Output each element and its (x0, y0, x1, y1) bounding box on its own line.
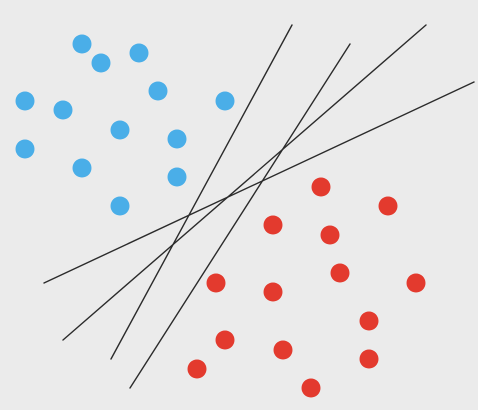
red-point-4 (320, 225, 340, 245)
blue-point-2 (91, 53, 111, 73)
red-point-10 (215, 330, 235, 350)
blue-point-6 (148, 81, 168, 101)
blue-point-5 (53, 100, 73, 120)
red-point-1 (311, 177, 331, 197)
blue-point-7 (215, 91, 235, 111)
separating-line-1 (43, 81, 475, 284)
blue-point-12 (167, 167, 187, 187)
red-point-8 (263, 282, 283, 302)
red-class-points-group (187, 177, 426, 398)
blue-point-1 (72, 34, 92, 54)
separating-line-2 (62, 24, 427, 341)
separating-lines-group (43, 24, 475, 389)
blue-class-points-group (15, 34, 235, 216)
separating-line-3 (110, 24, 293, 360)
blue-point-10 (15, 139, 35, 159)
blue-point-9 (167, 129, 187, 149)
red-point-6 (206, 273, 226, 293)
red-point-7 (406, 273, 426, 293)
red-point-14 (301, 378, 321, 398)
blue-point-13 (110, 196, 130, 216)
blue-point-8 (110, 120, 130, 140)
red-point-9 (359, 311, 379, 331)
blue-point-4 (15, 91, 35, 111)
blue-point-11 (72, 158, 92, 178)
red-point-5 (330, 263, 350, 283)
red-point-3 (263, 215, 283, 235)
red-point-12 (359, 349, 379, 369)
red-point-2 (378, 196, 398, 216)
red-point-11 (273, 340, 293, 360)
separating-line-4 (129, 43, 351, 389)
blue-point-3 (129, 43, 149, 63)
red-point-13 (187, 359, 207, 379)
